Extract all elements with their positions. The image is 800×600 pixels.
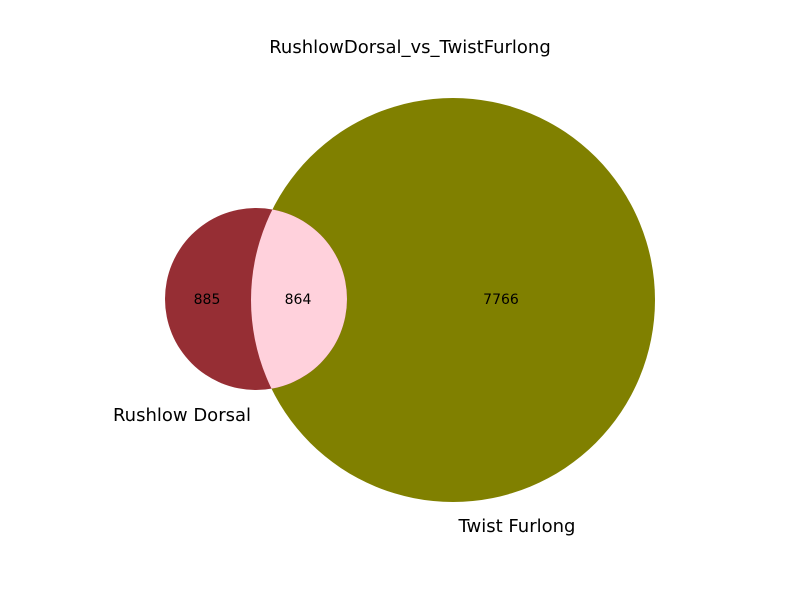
- diagram-title: RushlowDorsal_vs_TwistFurlong: [269, 37, 551, 58]
- count-only-b: 7766: [483, 292, 519, 308]
- set-b-label: Twist Furlong: [458, 516, 576, 537]
- count-only-a: 885: [194, 292, 221, 308]
- count-both: 864: [285, 292, 312, 308]
- set-a-label: Rushlow Dorsal: [113, 405, 251, 426]
- set-b-circle: [251, 98, 655, 502]
